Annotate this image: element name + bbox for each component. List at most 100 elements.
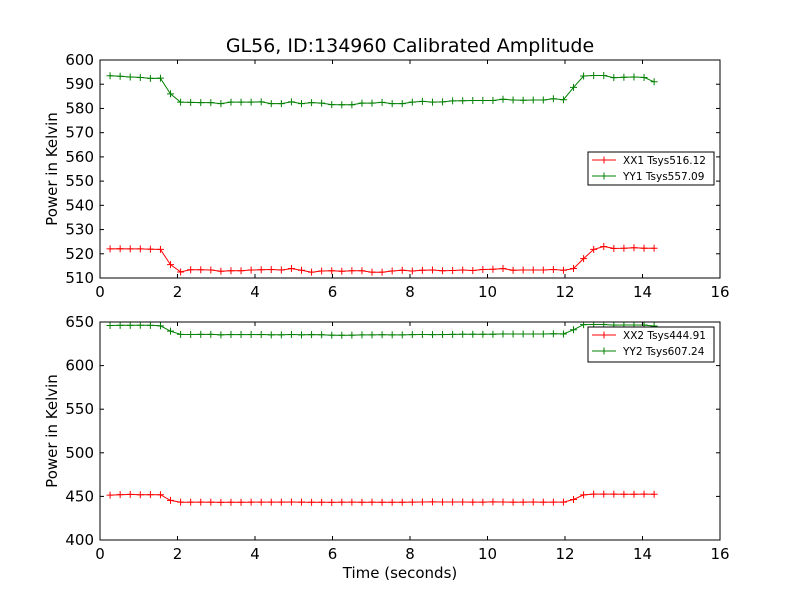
plot1-series-1-point <box>610 244 618 252</box>
plot2-series-1-point <box>650 490 658 498</box>
plot1-series-2-point <box>650 78 658 86</box>
plot1-series-2-point <box>479 96 487 104</box>
plot2-series-2-point <box>298 331 305 339</box>
plot2-series-2-point <box>338 331 346 339</box>
plot1-series-1-point <box>398 266 406 274</box>
plot2-series-1-point <box>559 498 567 506</box>
plot1-y-axis-label: Power in Kelvin <box>43 112 61 226</box>
plot1-series-1-point <box>106 245 114 253</box>
plot1-series-2-point <box>106 72 114 80</box>
plot1-series-1-point <box>479 266 487 274</box>
plot2-series-2-point <box>408 331 416 339</box>
plot2-y-tick-label: 600 <box>65 357 94 375</box>
plot2-series-1-point <box>287 498 295 506</box>
plot1-series-1-point <box>328 267 336 275</box>
plot1-legend-marker <box>600 156 608 164</box>
plot1-series-1-point <box>570 265 578 273</box>
plot2-x-tick-label: 2 <box>173 545 183 563</box>
plot1-series-1-point <box>519 266 527 274</box>
plot2-series-2-point <box>388 331 396 339</box>
plot1-x-tick-label: 0 <box>95 283 105 301</box>
plot1-series-2-point <box>640 73 648 81</box>
plot2-series-2-point <box>348 331 356 339</box>
plot1-series-1-point <box>418 266 426 274</box>
plot2-series-1-point <box>499 498 507 506</box>
plot1-series-2-point <box>418 97 426 105</box>
plot1-series-1-point <box>257 266 265 274</box>
plot1-series-2-point <box>207 99 215 107</box>
plot1-series-1-point <box>348 267 356 275</box>
plot1-series-1-point <box>549 266 557 274</box>
plot2-series-1-point <box>529 498 537 506</box>
plot2-series-1-point <box>328 498 336 506</box>
plot2-series-1-point <box>580 491 588 499</box>
plot1-series-2-point <box>277 100 285 108</box>
plot1-series-2-point <box>529 96 537 104</box>
plot2-x-tick-label: 14 <box>633 545 652 563</box>
plot1-series-1-point <box>368 268 376 276</box>
plot2-x-tick-label: 6 <box>328 545 338 563</box>
plot1-series-1-point <box>428 266 436 274</box>
plot1-y-tick-label: 600 <box>65 51 94 69</box>
plot2-series-2-point <box>499 330 507 338</box>
plot1-x-tick-label: 8 <box>405 283 415 301</box>
plot2-series-1-point <box>600 490 608 498</box>
plot1-series-1-point <box>590 245 598 253</box>
plot2-series-1-point <box>368 498 376 506</box>
plot1-series-2-point <box>298 100 305 108</box>
plot1-series-1-point <box>247 266 255 274</box>
plot1-x-tick-label: 14 <box>633 283 652 301</box>
plot1-series-2-point <box>469 96 477 104</box>
plot1-x-tick-label: 4 <box>250 283 260 301</box>
plot1-series-2-point <box>559 96 567 104</box>
plot2-series-1-point <box>449 498 457 506</box>
plot2-series-2-point <box>489 330 497 338</box>
plot2-series-1-point <box>318 498 326 506</box>
plot2-series-2-point <box>378 331 386 339</box>
plot1-series-2-point <box>257 98 265 106</box>
plot1-x-tick-label: 10 <box>478 283 497 301</box>
plot2-series-1-point <box>136 491 144 499</box>
plot1-series-1-point <box>287 265 295 273</box>
plot2-series-2-point <box>177 330 185 338</box>
plot1-series-2-point <box>167 90 175 98</box>
plot2-series-2-point <box>106 322 114 329</box>
plot2-series-2-point <box>277 331 285 339</box>
plot2-series-1-point <box>610 490 618 498</box>
plot2-series-1-point <box>106 491 114 499</box>
plot1-series-2-point <box>197 99 205 107</box>
plot1-series-2-point <box>156 74 164 82</box>
plot2-x-axis-label: Time (seconds) <box>342 564 458 582</box>
plot1-series-2-point <box>217 100 225 108</box>
plot2-series-1-point <box>620 490 628 498</box>
plot1-series-1 <box>106 243 658 276</box>
plot2-y-tick-label: 400 <box>65 531 94 549</box>
plot1-series-2-point <box>580 72 588 80</box>
plot1-series-1-point <box>237 267 245 275</box>
plot2-series-2-point <box>247 331 255 339</box>
plot1-series-1-point <box>580 255 588 263</box>
plot2-series-1-point <box>187 498 195 506</box>
plot1-series-1-point <box>439 267 447 275</box>
plot2-series-1-point <box>167 496 175 504</box>
plot2-series-2-point <box>136 322 144 329</box>
plot2-series-1-point <box>459 498 467 506</box>
plot1-series-2-point <box>267 100 275 108</box>
plot1-series-1-point <box>378 268 386 276</box>
plot1-series-2-point <box>126 73 134 81</box>
plot1-series-1-point <box>539 266 547 274</box>
plot1-series-2-point <box>489 96 497 104</box>
plot2-series-1-point <box>398 498 406 506</box>
plot1-series-2 <box>106 72 658 109</box>
plot1-series-1-point <box>529 266 537 274</box>
plot1-series-2-point <box>146 74 154 82</box>
plot2-series-1-point <box>227 498 235 506</box>
plot2-y-tick-label: 550 <box>65 400 94 418</box>
plot2: 0 2 4 6 8 10 12 14 16 400 450 500 550 600 650 Power in … <box>43 313 730 582</box>
plot2-series-2-point <box>237 331 245 339</box>
plot2-series-2-point <box>126 322 134 329</box>
plot2-x-tick-label: 12 <box>555 545 574 563</box>
plot1-series-1-point <box>167 261 175 269</box>
